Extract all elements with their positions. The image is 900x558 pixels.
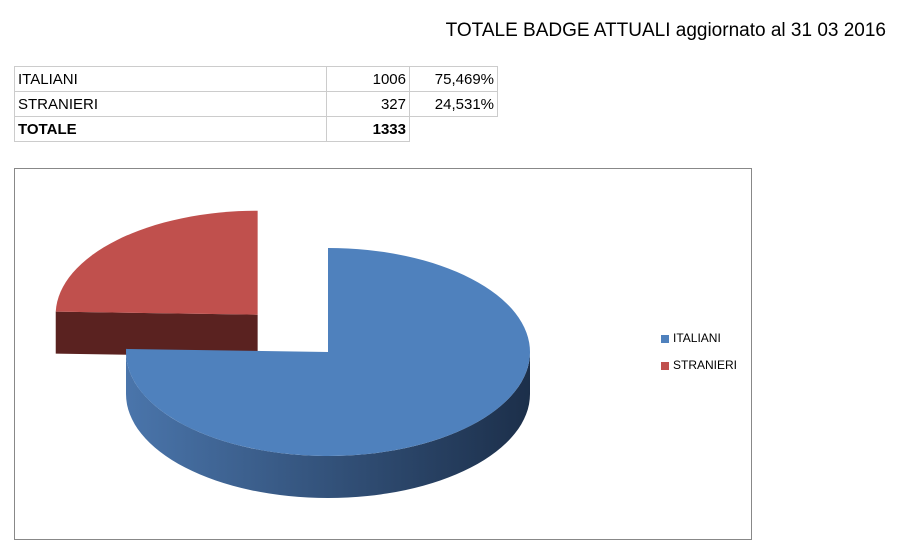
chart-frame [14,168,752,540]
slice-cut-face [55,311,258,357]
table-cell: 24,531% [409,91,498,117]
legend-label: STRANIERI [673,358,737,372]
table-row: ITALIANI 1006 75,469% [14,66,498,92]
table-cell: STRANIERI [14,91,327,117]
table-cell: TOTALE [14,116,327,142]
table-row: STRANIERI 327 24,531% [14,91,498,117]
pie-slice [55,210,258,315]
legend-swatch [661,362,669,370]
pie-slice [125,248,530,457]
table-cell: 1006 [326,66,410,92]
table-cell: 1333 [326,116,410,142]
legend-label: ITALIANI [673,331,721,345]
table-cell: 75,469% [409,66,498,92]
summary-table: ITALIANI 1006 75,469% STRANIERI 327 24,5… [14,66,498,142]
table-row: TOTALE 1333 [14,116,498,142]
table-cell: ITALIANI [14,66,327,92]
slice-side [126,352,530,498]
page-title: TOTALE BADGE ATTUALI aggiornato al 31 03… [445,20,886,41]
legend-swatch [661,335,669,343]
